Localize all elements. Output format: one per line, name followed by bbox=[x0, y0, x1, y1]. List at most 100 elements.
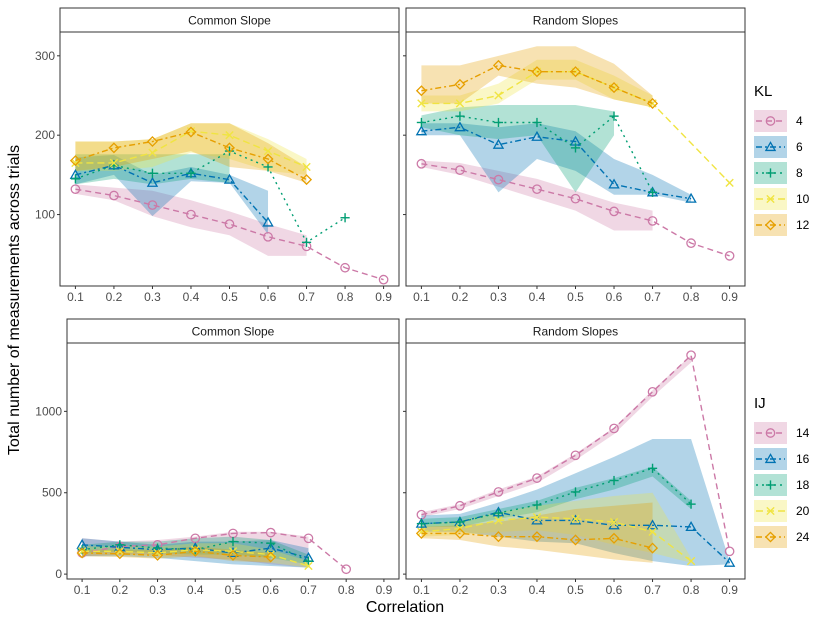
x-tick-label-bottom-right-0.2: 0.2 bbox=[452, 583, 469, 597]
point-bottom-right-20-0.6 bbox=[609, 517, 619, 527]
x-tick-label-top-right-0.8: 0.8 bbox=[683, 290, 700, 304]
point-top-left-10-0.7 bbox=[302, 162, 311, 172]
panel-bottom-left: Common Slope 0.1 0.2 0.3 0.4 0.5 0.6 0.7 0.8 0.9 0… bbox=[35, 318, 400, 597]
point-top-left-8-0.7 bbox=[301, 237, 312, 247]
x-tick-label-bottom-right-0.5: 0.5 bbox=[567, 583, 584, 597]
point-top-left-12-0.1 bbox=[69, 155, 81, 167]
point-bottom-right-18-0.5 bbox=[570, 487, 581, 497]
point-bottom-left-14-0.7 bbox=[303, 533, 314, 544]
point-bottom-right-18-0.1 bbox=[416, 519, 427, 529]
point-top-right-8-0.5 bbox=[570, 143, 581, 153]
point-top-right-6-0.8 bbox=[685, 192, 697, 203]
legend-label-IJ-16: 16 bbox=[796, 452, 810, 466]
x-tick-label-top-right-0.1: 0.1 bbox=[413, 290, 430, 304]
point-bottom-right-20-0.1 bbox=[417, 527, 426, 536]
point-bottom-right-20-0.4 bbox=[532, 512, 542, 522]
point-bottom-left-20-0.7 bbox=[304, 561, 313, 571]
legend-key-marker-IJ-16 bbox=[764, 453, 777, 464]
point-top-right-8-0.3 bbox=[493, 117, 504, 128]
point-bottom-right-24-0.7 bbox=[647, 542, 659, 554]
point-top-left-4-0.2 bbox=[109, 190, 119, 201]
point-top-right-12-0.4 bbox=[531, 66, 543, 78]
point-bottom-right-14-0.8 bbox=[686, 350, 696, 361]
y-tick-label-top-left-100: 100 bbox=[35, 208, 55, 222]
legend-label-KL-10: 10 bbox=[796, 192, 810, 206]
x-tick-label-top-left-0.7: 0.7 bbox=[298, 290, 315, 304]
point-top-right-4-0.8 bbox=[686, 238, 696, 248]
point-top-left-12-0.4 bbox=[185, 126, 197, 138]
panel-border-top-right bbox=[405, 31, 746, 287]
point-bottom-left-20-0.1 bbox=[77, 547, 87, 556]
point-bottom-left-24-0.6 bbox=[265, 551, 277, 563]
legend-label-IJ-20: 20 bbox=[796, 504, 810, 518]
strip-title-top-left: Common Slope bbox=[188, 14, 271, 28]
point-top-left-8-0.1 bbox=[70, 174, 81, 184]
x-tick-label-top-right-0.4: 0.4 bbox=[529, 290, 546, 304]
point-bottom-right-20-0.3 bbox=[494, 516, 503, 525]
point-bottom-right-20-0.7 bbox=[648, 527, 657, 536]
point-bottom-right-24-0.4 bbox=[531, 531, 543, 543]
x-tick-label-bottom-left-0.2: 0.2 bbox=[111, 583, 128, 597]
ribbon-top-right-6 bbox=[421, 123, 692, 203]
strip-bottom-left bbox=[66, 318, 400, 344]
line-bottom-right-24 bbox=[421, 532, 653, 549]
ribbon-top-right-8 bbox=[421, 105, 615, 193]
line-top-left-4 bbox=[75, 188, 384, 281]
point-bottom-right-16-0.9 bbox=[723, 556, 736, 567]
point-top-left-4-0.3 bbox=[147, 200, 158, 210]
point-bottom-left-20-0.2 bbox=[115, 547, 124, 556]
line-top-right-12 bbox=[421, 64, 653, 105]
legend-key-marker-IJ-14 bbox=[765, 428, 776, 438]
point-bottom-left-14-0.8 bbox=[341, 564, 352, 575]
x-tick-label-bottom-right-0.6: 0.6 bbox=[606, 583, 623, 597]
point-top-right-6-0.4 bbox=[531, 130, 543, 141]
point-bottom-right-24-0.2 bbox=[454, 527, 466, 539]
point-top-left-4-0.9 bbox=[378, 274, 389, 285]
point-top-left-8-0.4 bbox=[186, 168, 196, 178]
point-top-right-6-0.2 bbox=[454, 121, 466, 132]
legend-KL: KL 4 6 8 10 12 bbox=[754, 83, 810, 236]
x-axis-title: Correlation bbox=[366, 599, 444, 616]
point-top-right-10-0.2 bbox=[455, 99, 465, 108]
point-bottom-left-14-0.6 bbox=[265, 527, 276, 538]
legend-title-IJ: IJ bbox=[754, 395, 766, 412]
y-tick-label-bottom-left-1000: 1000 bbox=[35, 404, 62, 418]
point-bottom-right-20-0.5 bbox=[571, 514, 580, 523]
x-tick-label-bottom-right-0.4: 0.4 bbox=[529, 583, 546, 597]
x-tick-label-bottom-left-0.3: 0.3 bbox=[149, 583, 166, 597]
point-top-right-8-0.7 bbox=[647, 187, 658, 197]
legend-label-KL-12: 12 bbox=[796, 218, 810, 232]
x-tick-label-top-right-0.7: 0.7 bbox=[644, 290, 661, 304]
x-tick-label-top-left-0.6: 0.6 bbox=[260, 290, 277, 304]
x-tick-label-top-right-0.5: 0.5 bbox=[567, 290, 584, 304]
point-bottom-right-14-0.6 bbox=[609, 423, 619, 434]
point-bottom-right-14-0.3 bbox=[493, 487, 504, 497]
point-bottom-left-18-0.7 bbox=[303, 556, 314, 566]
x-tick-label-top-left-0.2: 0.2 bbox=[106, 290, 123, 304]
x-tick-label-bottom-left-0.5: 0.5 bbox=[225, 583, 242, 597]
point-top-left-12-0.3 bbox=[146, 136, 158, 148]
point-top-left-6-0.6 bbox=[262, 216, 274, 227]
legend-key-marker-IJ-24 bbox=[764, 531, 777, 543]
point-top-right-12-0.6 bbox=[608, 82, 620, 94]
x-tick-label-top-right-0.6: 0.6 bbox=[606, 290, 623, 304]
point-bottom-right-24-0.6 bbox=[608, 532, 620, 544]
point-bottom-right-14-0.5 bbox=[570, 450, 581, 461]
x-tick-label-top-left-0.4: 0.4 bbox=[183, 290, 200, 304]
ribbon-top-right-10 bbox=[421, 59, 653, 112]
point-top-right-4-0.4 bbox=[532, 184, 542, 195]
panel-top-left: Common Slope 0.1 0.2 0.3 0.4 0.5 0.6 0.7 0.8 0.9 1… bbox=[35, 7, 400, 304]
point-top-right-4-0.5 bbox=[570, 193, 581, 204]
point-top-left-6-0.3 bbox=[146, 176, 159, 187]
point-top-right-12-0.3 bbox=[492, 59, 504, 71]
point-top-right-4-0.6 bbox=[609, 206, 619, 217]
point-top-left-10-0.5 bbox=[225, 131, 234, 140]
point-bottom-left-24-0.2 bbox=[114, 548, 126, 560]
y-tick-label-bottom-left-0: 0 bbox=[55, 567, 62, 581]
line-bottom-left-24 bbox=[82, 550, 271, 558]
point-top-right-8-0.4 bbox=[532, 117, 542, 128]
ribbon-bottom-right-18 bbox=[421, 466, 692, 527]
legend-key-marker-KL-6 bbox=[764, 141, 777, 152]
point-top-right-6-0.1 bbox=[415, 125, 428, 136]
point-top-left-12-0.7 bbox=[301, 174, 313, 186]
